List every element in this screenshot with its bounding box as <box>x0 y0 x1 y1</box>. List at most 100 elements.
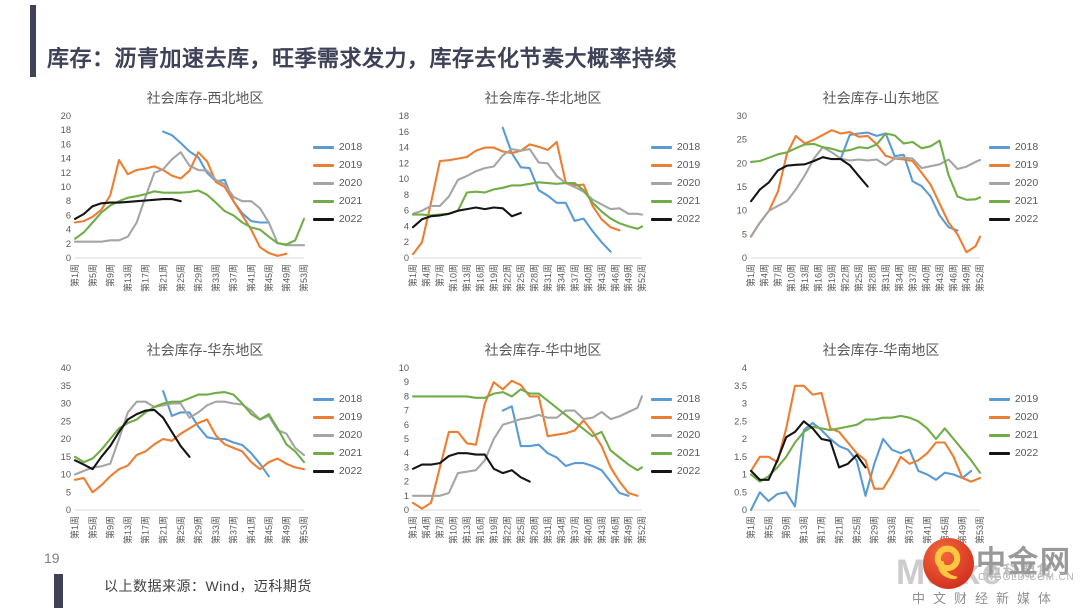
legend-item-2019: 2019 <box>988 159 1039 171</box>
y-tick-label: 16 <box>60 139 70 149</box>
legend-item-2018: 2018 <box>312 141 363 153</box>
y-tick-label: 4 <box>742 363 747 373</box>
legend-line-swatch <box>312 182 334 185</box>
legend-label: 2019 <box>338 159 363 171</box>
x-tick-label: 第49周 <box>956 516 967 544</box>
legend-label: 2020 <box>676 429 701 441</box>
x-tick-label: 第5周 <box>763 516 774 539</box>
line-chart-central: 0 1 2 3 4 5 6 7 8 9 10 第1周 第4周 第7周 第10周 第13周 第16周 第19周 第22… <box>398 363 647 544</box>
y-tick-label: 12 <box>398 158 408 168</box>
legend-label: 2019 <box>676 411 701 423</box>
series-line-2022 <box>411 452 531 483</box>
legend-label: 2018 <box>338 393 363 405</box>
x-tick-label: 第13周 <box>122 264 133 292</box>
cngold-tagline: 中文财经新媒体 <box>912 591 1060 606</box>
legend-item-2021: 2021 <box>650 448 700 459</box>
cngold-logo-text: 中金网 <box>976 546 1072 579</box>
charts-grid: 社会库存-西北地区 0 2 4 6 8 10 12 14 16 18 20 第1周 第5周 第9周 第13周… <box>36 88 1050 582</box>
x-tick-label: 第19周 <box>488 516 499 544</box>
y-tick-label: 20 <box>736 158 746 168</box>
x-tick-label: 第22周 <box>501 264 512 292</box>
x-tick-label: 第19周 <box>826 264 837 292</box>
chart-card-shandong: 社会库存-山东地区 0 5 10 15 20 25 30 第1周 第4周 第7周 第10周 第13周第… <box>712 88 1050 330</box>
chart-card-northwest: 社会库存-西北地区 0 2 4 6 8 10 12 14 16 18 20 第1周 第5周 第9周 第13周… <box>36 88 374 330</box>
x-tick-label: 第43周 <box>596 264 607 292</box>
y-tick-label: 25 <box>736 135 746 145</box>
legend-line-swatch <box>988 164 1010 167</box>
x-tick-label: 第37周 <box>907 264 918 292</box>
legend-line-swatch <box>312 452 334 455</box>
legend-line-swatch <box>312 200 334 203</box>
x-tick-label: 第31周 <box>542 264 553 292</box>
x-tick-label: 第41周 <box>245 516 256 544</box>
y-tick-label: 0 <box>66 505 71 515</box>
x-tick-label: 第45周 <box>263 264 274 292</box>
x-tick-label: 第49周 <box>280 516 291 544</box>
chart-legend: 2019 2020 2021 2022 <box>988 394 1038 459</box>
x-tick-label: 第10周 <box>785 264 796 292</box>
legend-line-swatch <box>650 218 672 221</box>
legend-item-2020: 2020 <box>312 430 362 441</box>
series-line-2022 <box>749 156 869 203</box>
maike-watermark-cn: 迈科期货 <box>986 563 1055 580</box>
y-tick-label: 0 <box>742 253 747 263</box>
x-tick-label: 第7周 <box>434 264 445 287</box>
x-tick-label: 第21周 <box>157 264 168 292</box>
x-tick-label: 第40周 <box>920 264 931 292</box>
chart-legend: 2018 2019 2020 2021 2022 <box>312 393 363 477</box>
x-tick-label: 第52周 <box>636 264 647 292</box>
series-line-2021 <box>73 391 305 464</box>
x-tick-label: 第9周 <box>780 516 791 539</box>
legend-item-2018: 2018 <box>312 393 363 405</box>
legend-label: 2021 <box>676 195 701 207</box>
chart-title: 社会库存-西北地区 <box>146 90 264 106</box>
legend-line-swatch <box>988 200 1010 203</box>
series-line-2018 <box>501 126 612 253</box>
series-line-2020 <box>411 395 643 497</box>
x-tick-label: 第29周 <box>192 264 203 292</box>
x-tick-label: 第34周 <box>555 516 566 544</box>
y-tick-label: 5 <box>404 434 409 444</box>
x-tick-label: 第25周 <box>175 264 186 292</box>
x-tick-label: 第37周 <box>569 516 580 544</box>
cngold-logo-icon <box>923 538 974 589</box>
legend-label: 2021 <box>338 447 363 459</box>
y-tick-label: 2 <box>66 239 71 249</box>
y-tick-label: 20 <box>60 434 70 444</box>
y-tick-label: 18 <box>60 125 70 135</box>
x-tick-label: 第21周 <box>157 516 168 544</box>
series-line-2021 <box>749 414 981 483</box>
footer-accent-bar <box>54 574 63 608</box>
y-tick-label: 7 <box>404 406 409 416</box>
y-tick-label: 4 <box>66 225 71 235</box>
x-tick-label: 第28周 <box>528 516 539 544</box>
legend-label: 2019 <box>1014 159 1039 171</box>
x-tick-label: 第29周 <box>868 516 879 544</box>
series-line-2019 <box>73 418 305 494</box>
y-tick-label: 6 <box>404 420 409 430</box>
x-tick-label: 第31周 <box>542 516 553 544</box>
x-tick-label: 第53周 <box>974 516 985 544</box>
legend-line-swatch <box>988 434 1010 437</box>
y-tick-label: 14 <box>60 154 70 164</box>
x-tick-label: 第46周 <box>609 516 620 544</box>
x-tick-label: 第13周 <box>799 264 810 292</box>
series-line-2019 <box>749 129 981 254</box>
legend-line-swatch <box>650 200 672 203</box>
x-tick-label: 第28周 <box>866 264 877 292</box>
legend-label: 2021 <box>1014 195 1039 207</box>
legend-item-2022: 2022 <box>650 214 700 225</box>
legend-line-swatch <box>650 470 672 473</box>
page-title: 库存：沥青加速去库，旺季需求发力，库存去化节奏大概率持续 <box>47 46 678 71</box>
series-line-2021 <box>411 181 643 230</box>
line-chart-east: 0 5 10 15 20 25 30 35 40 第1周 第5周 第9周 第13周 第17周 第21周 第25… <box>60 363 309 544</box>
x-tick-label: 第17周 <box>139 264 150 292</box>
x-tick-label: 第16周 <box>474 516 485 544</box>
chart-card-central: 社会库存-华中地区 0 1 2 3 4 5 6 7 8 9 10 第1周 第4周 第7周 第10周 第13周第… <box>374 340 712 582</box>
legend-line-swatch <box>988 452 1010 455</box>
y-tick-label: 25 <box>60 416 70 426</box>
x-tick-label: 第17周 <box>139 516 150 544</box>
x-tick-label: 第37周 <box>228 516 239 544</box>
legend-label: 2018 <box>338 141 363 153</box>
